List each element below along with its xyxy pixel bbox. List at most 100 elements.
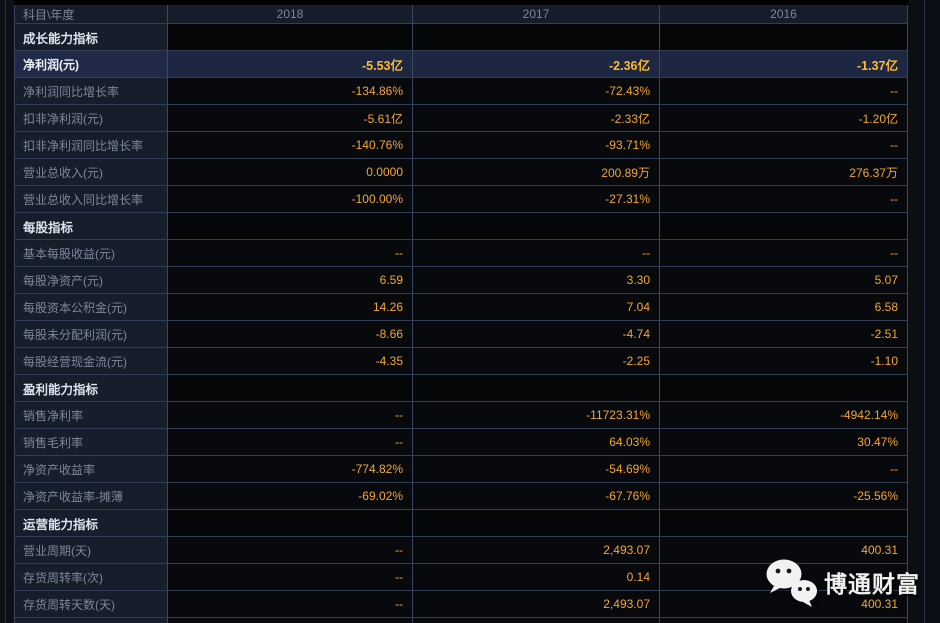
year-header-2016[interactable]: 2016 [660, 5, 908, 23]
table-row[interactable]: 营业总收入同比增长率 -100.00% -27.31% -- [15, 186, 908, 213]
table-row[interactable]: 扣非净利润同比增长率 -140.76% -93.71% -- [15, 132, 908, 159]
row-label: 每股指标 [15, 213, 168, 239]
row-label: 每股经营现金流(元) [15, 348, 168, 374]
row-value [168, 618, 413, 623]
row-value: 6.59 [168, 267, 413, 293]
row-value: -- [168, 402, 413, 428]
row-value: 200.89万 [413, 159, 660, 185]
right-margin-line [924, 0, 925, 623]
row-value: -5.61亿 [168, 105, 413, 131]
row-label: 每股未分配利润(元) [15, 321, 168, 347]
row-value: -- [168, 429, 413, 455]
table-row[interactable]: 基本每股收益(元) -- -- -- [15, 240, 908, 267]
year-header-2018[interactable]: 2018 [168, 5, 413, 23]
row-value: -- [413, 240, 660, 266]
table-header-row: 科目\年度 2018 2017 2016 [15, 5, 908, 24]
table-row[interactable]: 营业总收入(元) 0.0000 200.89万 276.37万 [15, 159, 908, 186]
row-label: 扣非净利润同比增长率 [15, 132, 168, 158]
row-value: -72.43% [413, 78, 660, 104]
row-value: -- [660, 78, 908, 104]
row-value: -67.76% [413, 483, 660, 509]
table-row[interactable] [15, 618, 908, 623]
row-label: 净利润同比增长率 [15, 78, 168, 104]
row-value: 7.04 [413, 294, 660, 320]
section-row[interactable]: 盈利能力指标 [15, 375, 908, 402]
table-row[interactable]: 净资产收益率 -774.82% -54.69% -- [15, 456, 908, 483]
row-value: -- [168, 564, 413, 590]
row-value: -100.00% [168, 186, 413, 212]
row-value [660, 510, 908, 536]
row-value: -4942.14% [660, 402, 908, 428]
table-row[interactable]: 净利润同比增长率 -134.86% -72.43% -- [15, 78, 908, 105]
table-row[interactable]: 销售毛利率 -- 64.03% 30.47% [15, 429, 908, 456]
table-row[interactable]: 营业周期(天) -- 2,493.07 400.31 [15, 537, 908, 564]
row-value [168, 510, 413, 536]
row-value [413, 618, 660, 623]
row-value [168, 375, 413, 401]
table-row[interactable]: 每股资本公积金(元) 14.26 7.04 6.58 [15, 294, 908, 321]
table-row[interactable]: 每股净资产(元) 6.59 3.30 5.07 [15, 267, 908, 294]
row-value: 276.37万 [660, 159, 908, 185]
row-value: 14.26 [168, 294, 413, 320]
row-label: 运营能力指标 [15, 510, 168, 536]
row-label: 净资产收益率 [15, 456, 168, 482]
row-label: 销售净利率 [15, 402, 168, 428]
row-value: 400.31 [660, 591, 908, 617]
table-row[interactable]: 每股经营现金流(元) -4.35 -2.25 -1.10 [15, 348, 908, 375]
left-margin-line [5, 0, 6, 623]
row-label: 营业周期(天) [15, 537, 168, 563]
row-value [413, 24, 660, 50]
table-row[interactable]: 净资产收益率-摊薄 -69.02% -67.76% -25.56% [15, 483, 908, 510]
row-value: -69.02% [168, 483, 413, 509]
table-row[interactable]: 每股未分配利润(元) -8.66 -4.74 -2.51 [15, 321, 908, 348]
table-body: 成长能力指标 净利润(元) -5.53亿 -2.36亿 -1.37亿 净利润同比增长率 -1… [15, 24, 908, 623]
row-label: 存货周转率(次) [15, 564, 168, 590]
table-row[interactable]: 扣非净利润(元) -5.61亿 -2.33亿 -1.20亿 [15, 105, 908, 132]
corner-header-cell: 科目\年度 [15, 5, 168, 23]
row-label [15, 618, 168, 623]
row-value: -- [168, 240, 413, 266]
row-value: -25.56% [660, 483, 908, 509]
row-label: 营业总收入同比增长率 [15, 186, 168, 212]
row-label: 净资产收益率-摊薄 [15, 483, 168, 509]
row-value: -4.74 [413, 321, 660, 347]
row-value [168, 24, 413, 50]
row-value [168, 213, 413, 239]
row-value: 3.30 [413, 267, 660, 293]
row-value: -5.53亿 [168, 51, 413, 77]
table-row[interactable]: 存货周转率(次) -- 0.14 [15, 564, 908, 591]
row-label: 净利润(元) [15, 51, 168, 77]
row-value [660, 375, 908, 401]
row-value: -1.20亿 [660, 105, 908, 131]
row-value: -1.37亿 [660, 51, 908, 77]
row-label: 存货周转天数(天) [15, 591, 168, 617]
row-value: -2.36亿 [413, 51, 660, 77]
row-value: 64.03% [413, 429, 660, 455]
section-row[interactable]: 每股指标 [15, 213, 908, 240]
row-value: -11723.31% [413, 402, 660, 428]
row-label: 销售毛利率 [15, 429, 168, 455]
row-value: 6.58 [660, 294, 908, 320]
row-label: 营业总收入(元) [15, 159, 168, 185]
row-label: 基本每股收益(元) [15, 240, 168, 266]
row-value: -- [660, 240, 908, 266]
row-label: 盈利能力指标 [15, 375, 168, 401]
table-row[interactable]: 净利润(元) -5.53亿 -2.36亿 -1.37亿 [15, 51, 908, 78]
row-value: -- [660, 132, 908, 158]
row-value: -1.10 [660, 348, 908, 374]
row-value: -27.31% [413, 186, 660, 212]
row-value: -93.71% [413, 132, 660, 158]
year-header-2017[interactable]: 2017 [413, 5, 660, 23]
table-row[interactable]: 销售净利率 -- -11723.31% -4942.14% [15, 402, 908, 429]
row-value: -- [660, 456, 908, 482]
row-value: 2,493.07 [413, 537, 660, 563]
row-label: 每股净资产(元) [15, 267, 168, 293]
section-row[interactable]: 成长能力指标 [15, 24, 908, 51]
section-row[interactable]: 运营能力指标 [15, 510, 908, 537]
row-label: 每股资本公积金(元) [15, 294, 168, 320]
row-value: 0.14 [413, 564, 660, 590]
table-row[interactable]: 存货周转天数(天) -- 2,493.07 400.31 [15, 591, 908, 618]
financial-indicators-table: 科目\年度 2018 2017 2016 成长能力指标 净利润(元) -5.53亿 -… [14, 5, 908, 623]
row-value [660, 564, 908, 590]
